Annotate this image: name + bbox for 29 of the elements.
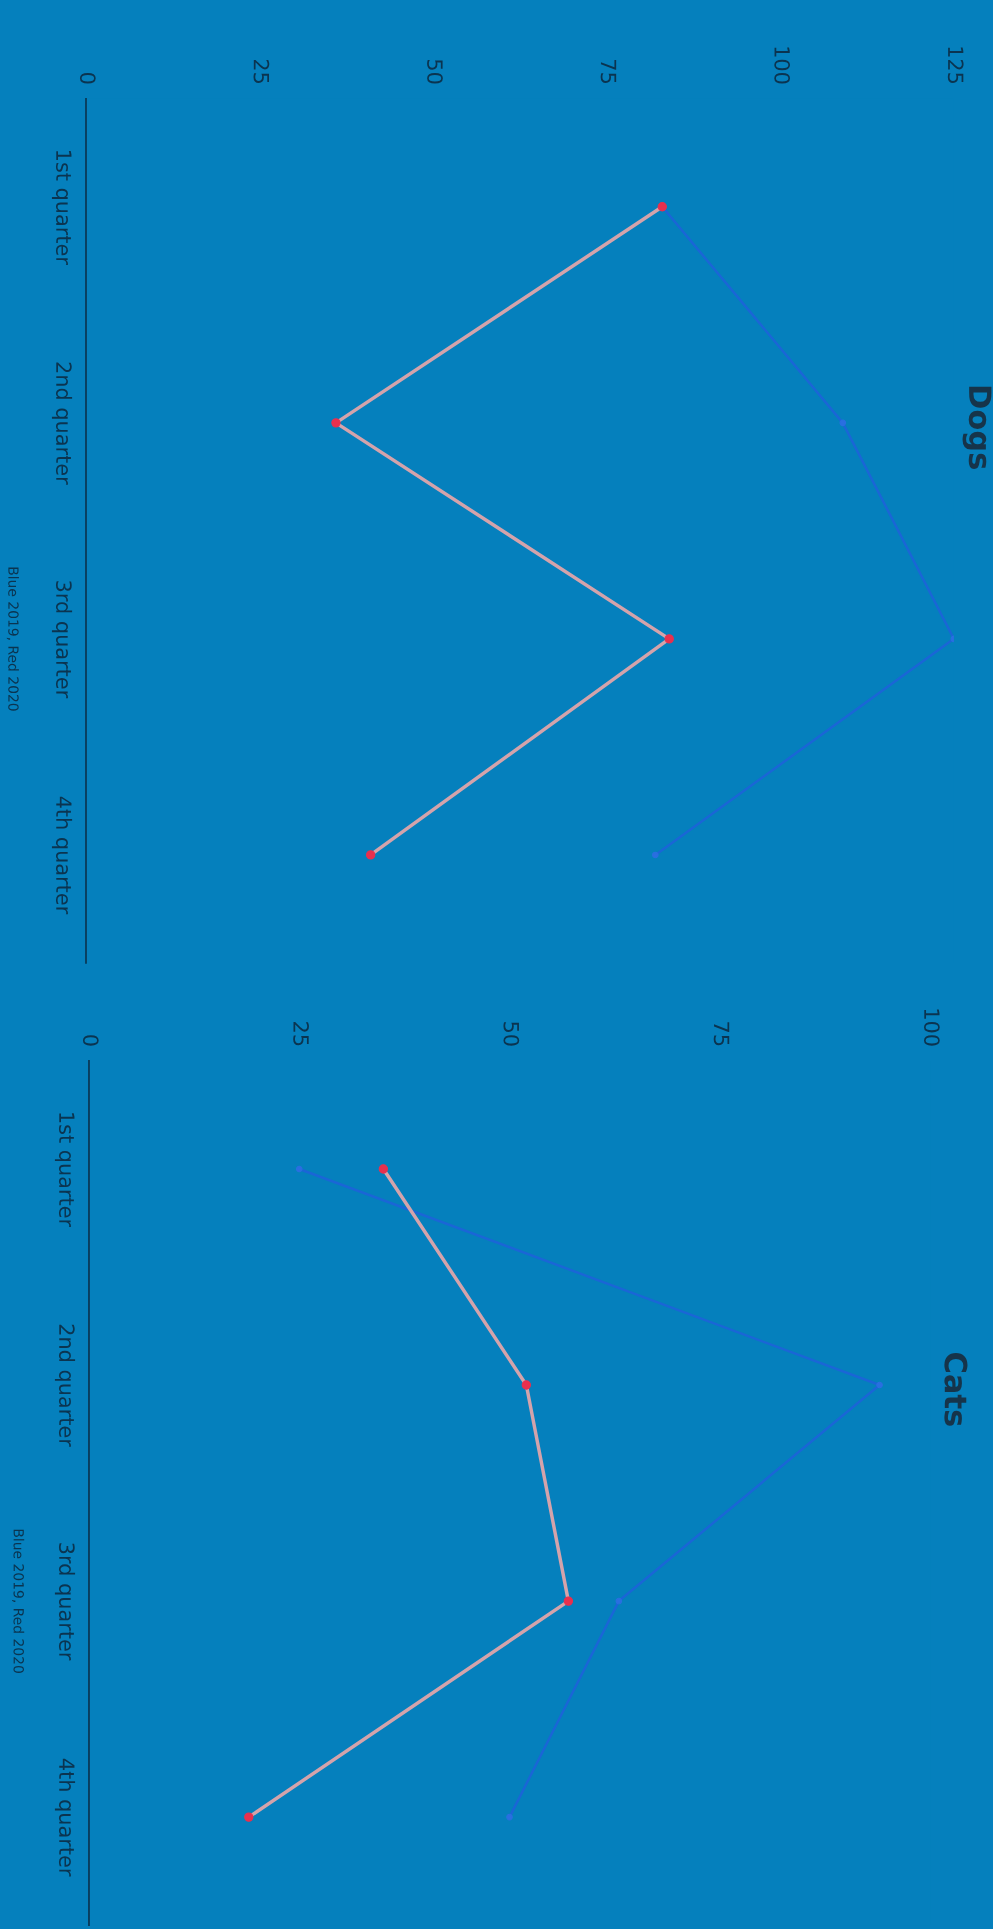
x-tick-label: 50 (503, 1022, 520, 1046)
y-tick-label: 1st quarter (54, 1113, 75, 1228)
y-tick-label: 3rd quarter (54, 1543, 76, 1661)
x-tick-label: 75 (713, 1022, 730, 1046)
x-tick-label: 25 (253, 59, 270, 84)
x-tick-label: 100 (924, 1009, 940, 1046)
x-tick-label: 0 (82, 1035, 99, 1046)
point (652, 851, 659, 859)
text: Blue 2019, Red 2020 (12, 1529, 25, 1673)
point (876, 1381, 883, 1389)
point (506, 1813, 513, 1821)
y-tick-label: 1st quarter (51, 150, 72, 265)
text: Blue 2019, Red 2020 (6, 567, 19, 711)
y-tick-label: 4th quarter (54, 1758, 76, 1877)
x-tick-label: 100 (774, 47, 791, 84)
y-tick-label: 2nd quarter (54, 1324, 76, 1447)
x-tick-label: 0 (79, 72, 96, 84)
y-tick-label: 3rd quarter (51, 581, 73, 699)
point (615, 1597, 623, 1605)
text: Cats (944, 1352, 968, 1426)
point (295, 1165, 303, 1173)
x-tick-label: 25 (293, 1022, 309, 1046)
text: Dogs (962, 386, 992, 469)
x-tick-label: 75 (600, 60, 617, 84)
y-tick-label: 2nd quarter (51, 362, 73, 485)
y-tick-label: 4th quarter (51, 796, 73, 915)
x-tick-label: 50 (427, 59, 443, 84)
point (839, 419, 847, 427)
x-tick-label: 125 (947, 47, 964, 84)
